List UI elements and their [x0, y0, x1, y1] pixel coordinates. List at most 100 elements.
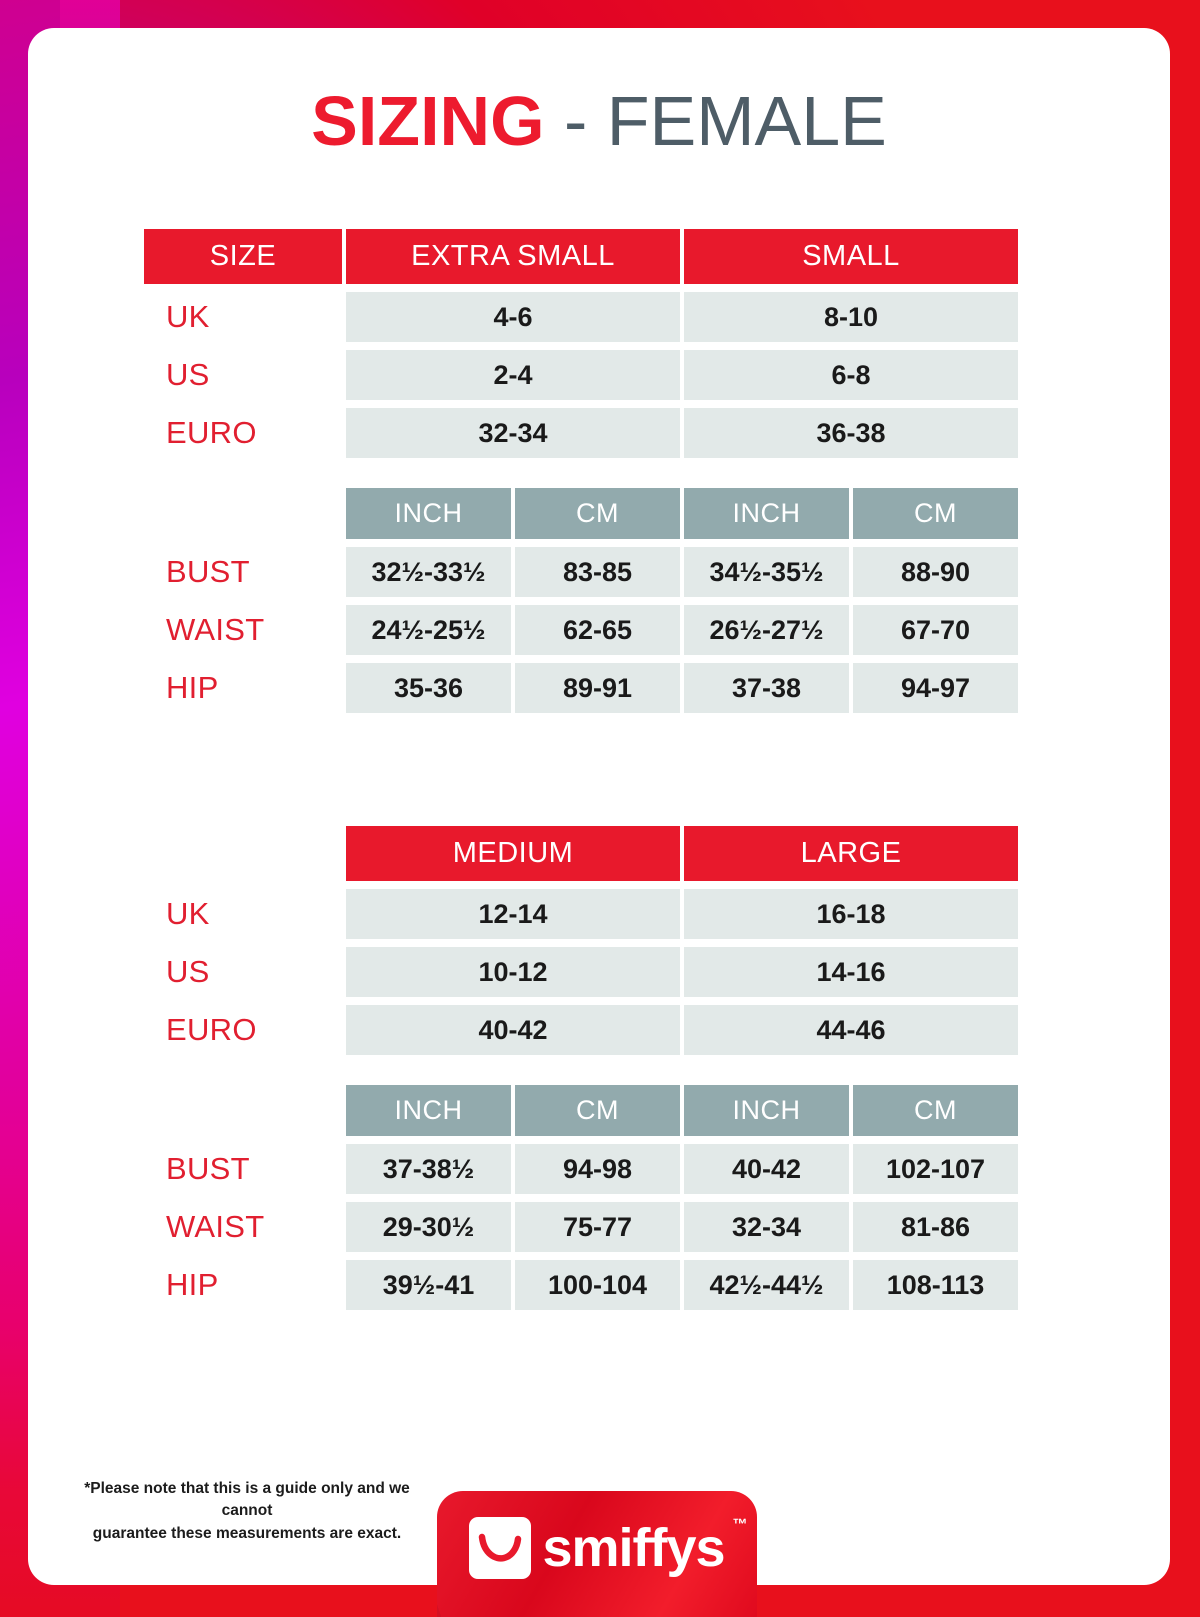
cell-hip-m-inch: 39½-41 — [346, 1260, 511, 1310]
column-header-small: SMALL — [684, 229, 1019, 284]
cell-euro-m: 40-42 — [346, 1005, 681, 1055]
unit-header-inch-m: INCH — [346, 1085, 511, 1136]
sizing-table-m-l: MEDIUM LARGE UK 12-14 16-18 US 10-12 14-… — [140, 818, 1022, 1318]
row-label-bust: BUST — [166, 1151, 250, 1186]
brand-wordmark: smiffys ™ — [542, 1517, 747, 1578]
table-row: EURO 32-34 36-38 — [144, 408, 1019, 458]
unit-header-inch-xs: INCH — [346, 488, 511, 539]
row-label-hip: HIP — [166, 1267, 219, 1302]
row-label-us: US — [166, 954, 210, 989]
title-primary: SIZING — [311, 82, 545, 160]
table-row: US 10-12 14-16 — [144, 947, 1019, 997]
cell-uk-xs: 4-6 — [346, 292, 680, 342]
sizing-card: SIZING - FEMALE SIZE EXTRA SMALL SMALL U… — [28, 28, 1170, 1585]
column-header-large: LARGE — [684, 826, 1019, 881]
row-spacer — [144, 466, 1018, 480]
row-label-uk: UK — [166, 299, 210, 334]
size-label-header: SIZE — [144, 229, 342, 284]
row-label-euro: EURO — [166, 1012, 257, 1047]
table-row: UK 4-6 8-10 — [144, 292, 1019, 342]
unit-header-cm-l: CM — [853, 1085, 1019, 1136]
table-row: US 2-4 6-8 — [144, 350, 1019, 400]
cell-euro-l: 44-46 — [684, 1005, 1019, 1055]
cell-bust-m-inch: 37-38½ — [346, 1144, 511, 1194]
row-spacer — [144, 1063, 1018, 1077]
cell-waist-l-cm: 81-86 — [853, 1202, 1019, 1252]
cell-waist-s-cm: 67-70 — [853, 605, 1019, 655]
cell-waist-m-inch: 29-30½ — [346, 1202, 511, 1252]
row-label-waist: WAIST — [166, 612, 265, 647]
brand-name: smiffys — [542, 1518, 725, 1578]
cell-hip-xs-inch: 35-36 — [346, 663, 511, 713]
cell-waist-xs-cm: 62-65 — [515, 605, 680, 655]
sizing-block-xs-s: SIZE EXTRA SMALL SMALL UK 4-6 8-10 US 2-… — [140, 221, 1019, 721]
brand-logo-tab: smiffys ™ — [437, 1491, 757, 1617]
row-label-hip: HIP — [166, 670, 219, 705]
cell-bust-l-cm: 102-107 — [853, 1144, 1019, 1194]
cell-uk-l: 16-18 — [684, 889, 1019, 939]
cell-us-m: 10-12 — [346, 947, 681, 997]
table-row: BUST 32½-33½ 83-85 34½-35½ 88-90 — [144, 547, 1019, 597]
table-header-row: SIZE EXTRA SMALL SMALL — [144, 229, 1019, 284]
table-header-row: MEDIUM LARGE — [144, 826, 1019, 881]
table-row: WAIST 29-30½ 75-77 32-34 81-86 — [144, 1202, 1019, 1252]
cell-uk-s: 8-10 — [684, 292, 1019, 342]
size-label-header-spacer — [144, 826, 342, 881]
unit-header-cm-m: CM — [515, 1085, 681, 1136]
cell-hip-xs-cm: 89-91 — [515, 663, 680, 713]
disclaimer-line-1: *Please note that this is a guide only a… — [84, 1480, 410, 1520]
row-label-us: US — [166, 357, 210, 392]
cell-hip-l-inch: 42½-44½ — [684, 1260, 850, 1310]
unit-header-spacer — [144, 1085, 342, 1136]
cell-bust-xs-inch: 32½-33½ — [346, 547, 511, 597]
cell-euro-xs: 32-34 — [346, 408, 680, 458]
unit-header-cm-xs: CM — [515, 488, 680, 539]
unit-header-inch-s: INCH — [684, 488, 849, 539]
column-header-extra-small: EXTRA SMALL — [346, 229, 680, 284]
table-row: UK 12-14 16-18 — [144, 889, 1019, 939]
cell-bust-l-inch: 40-42 — [684, 1144, 850, 1194]
table-row: HIP 35-36 89-91 37-38 94-97 — [144, 663, 1019, 713]
page-title: SIZING - FEMALE — [28, 28, 1170, 156]
cell-waist-s-inch: 26½-27½ — [684, 605, 849, 655]
cell-hip-s-inch: 37-38 — [684, 663, 849, 713]
cell-bust-s-inch: 34½-35½ — [684, 547, 849, 597]
table-row: HIP 39½-41 100-104 42½-44½ 108-113 — [144, 1260, 1019, 1310]
row-label-waist: WAIST — [166, 1209, 265, 1244]
sizing-table-xs-s: SIZE EXTRA SMALL SMALL UK 4-6 8-10 US 2-… — [140, 221, 1022, 721]
row-label-euro: EURO — [166, 415, 257, 450]
cell-us-xs: 2-4 — [346, 350, 680, 400]
cell-waist-l-inch: 32-34 — [684, 1202, 850, 1252]
row-label-bust: BUST — [166, 554, 250, 589]
cell-waist-xs-inch: 24½-25½ — [346, 605, 511, 655]
row-label-uk: UK — [166, 896, 210, 931]
cell-bust-xs-cm: 83-85 — [515, 547, 680, 597]
trademark-symbol: ™ — [732, 1516, 748, 1533]
title-secondary: FEMALE — [606, 82, 887, 160]
unit-header-row: INCH CM INCH CM — [144, 488, 1019, 539]
table-row: EURO 40-42 44-46 — [144, 1005, 1019, 1055]
cell-bust-s-cm: 88-90 — [853, 547, 1019, 597]
cell-waist-m-cm: 75-77 — [515, 1202, 681, 1252]
cell-hip-m-cm: 100-104 — [515, 1260, 681, 1310]
column-header-medium: MEDIUM — [346, 826, 681, 881]
cell-hip-s-cm: 94-97 — [853, 663, 1019, 713]
table-row: WAIST 24½-25½ 62-65 26½-27½ 67-70 — [144, 605, 1019, 655]
unit-header-spacer — [144, 488, 342, 539]
brand-logo: smiffys ™ — [437, 1517, 757, 1579]
unit-header-cm-s: CM — [853, 488, 1019, 539]
cell-us-s: 6-8 — [684, 350, 1019, 400]
cell-euro-s: 36-38 — [684, 408, 1019, 458]
cell-uk-m: 12-14 — [346, 889, 681, 939]
cell-bust-m-cm: 94-98 — [515, 1144, 681, 1194]
unit-header-inch-l: INCH — [684, 1085, 850, 1136]
smile-icon — [469, 1517, 532, 1579]
disclaimer-line-2: guarantee these measurements are exact. — [92, 1524, 402, 1542]
disclaimer-note: *Please note that this is a guide only a… — [62, 1478, 432, 1545]
cell-hip-l-cm: 108-113 — [853, 1260, 1019, 1310]
title-separator: - — [544, 82, 607, 160]
table-row: BUST 37-38½ 94-98 40-42 102-107 — [144, 1144, 1019, 1194]
cell-us-l: 14-16 — [684, 947, 1019, 997]
sizing-block-m-l: MEDIUM LARGE UK 12-14 16-18 US 10-12 14-… — [140, 818, 1019, 1318]
unit-header-row: INCH CM INCH CM — [144, 1085, 1019, 1136]
